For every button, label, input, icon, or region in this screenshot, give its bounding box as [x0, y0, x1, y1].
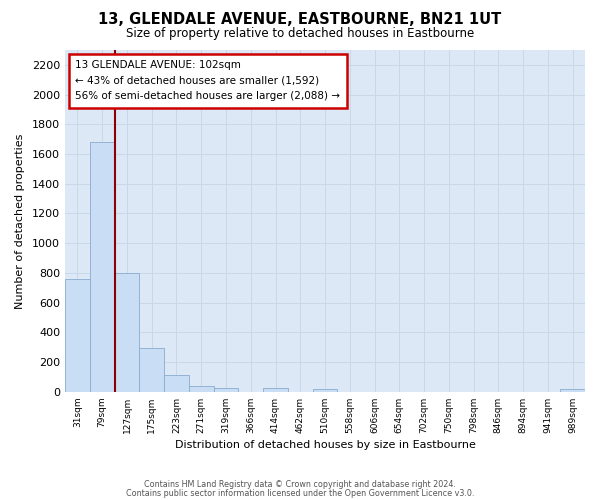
Bar [65, 279, 90, 392]
Bar [313, 389, 337, 392]
Bar [90, 142, 115, 392]
Text: Contains public sector information licensed under the Open Government Licence v3: Contains public sector information licen… [126, 488, 474, 498]
Text: 13 GLENDALE AVENUE: 102sqm
← 43% of detached houses are smaller (1,592)
56% of s: 13 GLENDALE AVENUE: 102sqm ← 43% of deta… [76, 60, 340, 102]
Bar [164, 376, 189, 392]
Bar [263, 388, 288, 392]
Bar [115, 273, 139, 392]
Text: Contains HM Land Registry data © Crown copyright and database right 2024.: Contains HM Land Registry data © Crown c… [144, 480, 456, 489]
Bar [189, 386, 214, 392]
Bar [139, 348, 164, 392]
X-axis label: Distribution of detached houses by size in Eastbourne: Distribution of detached houses by size … [175, 440, 475, 450]
Text: Size of property relative to detached houses in Eastbourne: Size of property relative to detached ho… [126, 28, 474, 40]
Bar [560, 389, 585, 392]
Bar [214, 388, 238, 392]
Text: 13, GLENDALE AVENUE, EASTBOURNE, BN21 1UT: 13, GLENDALE AVENUE, EASTBOURNE, BN21 1U… [98, 12, 502, 28]
Y-axis label: Number of detached properties: Number of detached properties [15, 133, 25, 308]
